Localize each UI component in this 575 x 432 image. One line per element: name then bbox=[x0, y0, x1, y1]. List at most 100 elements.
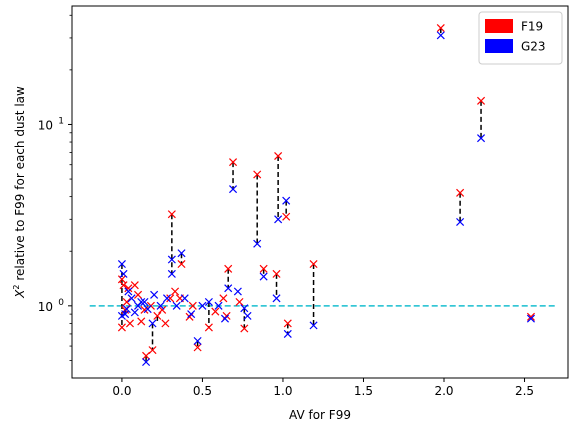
point-g23 bbox=[187, 310, 196, 319]
point-f19 bbox=[148, 346, 157, 355]
marker-stroke bbox=[119, 281, 128, 290]
marker-stroke bbox=[188, 301, 197, 310]
marker-stroke bbox=[253, 239, 262, 248]
marker-stroke bbox=[117, 311, 126, 320]
point-f19 bbox=[229, 158, 238, 167]
marker-stroke bbox=[134, 290, 143, 299]
point-g23 bbox=[283, 329, 292, 338]
legend-swatch-f19 bbox=[485, 19, 513, 33]
marker-stroke bbox=[167, 255, 176, 264]
point-g23 bbox=[143, 305, 152, 314]
y-tick-label: 10 0 bbox=[38, 298, 65, 314]
marker-stroke bbox=[158, 305, 167, 314]
point-g23 bbox=[198, 301, 207, 310]
marker-stroke bbox=[180, 294, 189, 303]
x-tick-label: 0.0 bbox=[112, 384, 131, 398]
marker-stroke bbox=[119, 269, 128, 278]
marker-stroke bbox=[204, 297, 213, 307]
marker-stroke bbox=[143, 305, 152, 314]
marker-stroke bbox=[177, 260, 186, 269]
point-f19 bbox=[253, 170, 262, 179]
point-f19 bbox=[177, 260, 186, 269]
point-g23 bbox=[526, 314, 535, 323]
marker-stroke bbox=[172, 301, 181, 310]
point-g23 bbox=[282, 196, 291, 205]
marker-stroke bbox=[214, 301, 223, 310]
marker-stroke bbox=[283, 319, 292, 328]
marker-stroke bbox=[124, 287, 133, 296]
marker-stroke bbox=[309, 260, 318, 269]
marker-stroke bbox=[187, 310, 196, 319]
point-f19 bbox=[142, 351, 151, 360]
marker-stroke bbox=[166, 294, 175, 303]
point-g23 bbox=[253, 239, 262, 248]
marker-stroke bbox=[148, 319, 157, 328]
marker-stroke bbox=[272, 269, 281, 278]
point-g23 bbox=[259, 272, 268, 281]
point-f19 bbox=[259, 264, 268, 273]
marker-stroke bbox=[124, 284, 133, 293]
point-g23 bbox=[172, 301, 181, 310]
point-g23 bbox=[127, 294, 136, 303]
marker-stroke bbox=[272, 294, 281, 303]
point-f19 bbox=[456, 188, 465, 197]
point-f19 bbox=[125, 319, 134, 328]
point-f19 bbox=[188, 301, 197, 310]
marker-stroke bbox=[193, 336, 202, 346]
marker-stroke bbox=[117, 275, 126, 284]
point-f19 bbox=[193, 343, 202, 352]
y-axis-label-rest: relative to F99 for each dust law bbox=[13, 86, 27, 284]
marker-stroke bbox=[436, 24, 445, 33]
point-g23 bbox=[272, 294, 281, 303]
marker-stroke bbox=[283, 329, 292, 338]
marker-stroke bbox=[456, 217, 465, 226]
point-g23 bbox=[148, 319, 157, 328]
point-f19 bbox=[117, 275, 126, 284]
y-axis-label: X2 relative to F99 for each dust law bbox=[12, 86, 27, 299]
marker-stroke bbox=[122, 305, 131, 314]
legend-label-f19: F19 bbox=[521, 20, 543, 34]
y-tick-exponent: 1 bbox=[58, 116, 64, 126]
marker-stroke bbox=[240, 324, 249, 333]
point-g23 bbox=[140, 297, 149, 307]
marker-stroke bbox=[204, 323, 213, 332]
marker-stroke bbox=[142, 357, 151, 367]
point-f19 bbox=[166, 294, 175, 303]
marker-stroke bbox=[167, 210, 176, 219]
point-g23 bbox=[167, 269, 176, 278]
point-f19 bbox=[274, 151, 283, 161]
marker-stroke bbox=[477, 134, 486, 143]
point-g23 bbox=[193, 336, 202, 346]
point-f19 bbox=[272, 269, 281, 278]
point-g23 bbox=[204, 297, 213, 307]
marker-stroke bbox=[122, 297, 131, 307]
point-f19 bbox=[167, 210, 176, 219]
point-g23 bbox=[224, 284, 233, 293]
point-g23 bbox=[162, 294, 172, 303]
point-f19 bbox=[122, 297, 131, 307]
x-axis-label: AV for F99 bbox=[289, 408, 351, 422]
marker-stroke bbox=[259, 264, 268, 273]
marker-stroke bbox=[153, 311, 162, 320]
marker-stroke bbox=[282, 212, 291, 221]
marker-stroke bbox=[229, 158, 238, 167]
point-g23 bbox=[477, 134, 486, 143]
point-g23 bbox=[137, 297, 146, 307]
marker-stroke bbox=[526, 314, 535, 323]
point-f19 bbox=[161, 319, 170, 328]
legend-label-g23: G23 bbox=[521, 40, 546, 54]
marker-stroke bbox=[127, 294, 136, 303]
marker-stroke bbox=[171, 287, 180, 296]
marker-stroke bbox=[259, 272, 268, 281]
plot-frame bbox=[71, 5, 569, 379]
marker-stroke bbox=[167, 269, 176, 278]
marker-stroke bbox=[309, 321, 318, 330]
marker-stroke bbox=[130, 308, 139, 317]
point-f19 bbox=[137, 317, 146, 326]
point-g23 bbox=[229, 185, 238, 194]
point-f19 bbox=[235, 297, 244, 307]
point-g23 bbox=[274, 215, 283, 224]
y-axis-label-symbol: X bbox=[13, 289, 27, 299]
point-f19 bbox=[526, 312, 535, 321]
point-f19 bbox=[130, 281, 139, 290]
